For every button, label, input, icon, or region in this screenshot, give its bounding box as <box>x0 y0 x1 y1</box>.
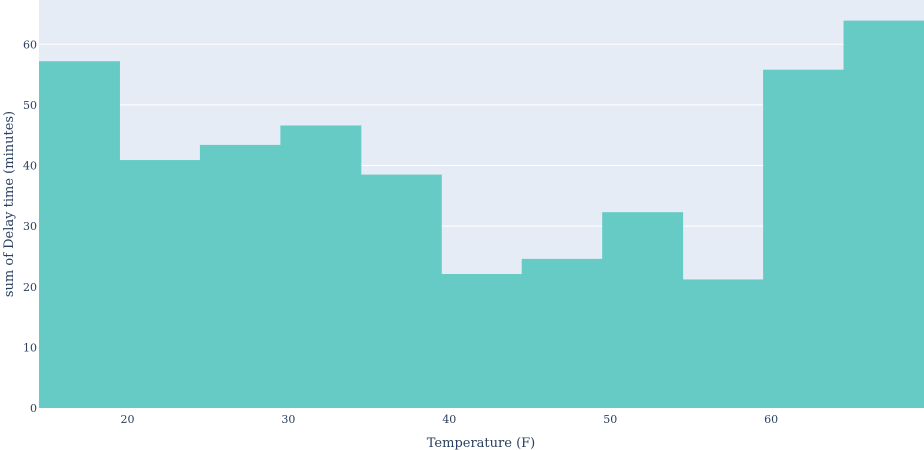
y-axis-title: sum of Delay time (minutes) <box>2 111 17 297</box>
y-tick-label: 30 <box>23 220 37 233</box>
y-tick-label: 40 <box>23 160 37 173</box>
y-tick-label: 20 <box>23 281 37 294</box>
histogram-bar[interactable] <box>441 274 523 408</box>
y-tick-label: 10 <box>23 341 37 354</box>
histogram-bar[interactable] <box>360 174 442 408</box>
y-tick-label: 0 <box>30 402 37 415</box>
histogram-bar[interactable] <box>280 125 362 409</box>
y-tick-label: 50 <box>23 99 37 112</box>
x-tick-label: 40 <box>442 413 456 426</box>
histogram-bar[interactable] <box>682 279 764 408</box>
bars <box>39 20 924 409</box>
x-axis-title: Temperature (F) <box>427 436 535 450</box>
histogram-bar[interactable] <box>843 20 924 409</box>
y-tick-label: 60 <box>23 38 37 51</box>
x-tick-label: 50 <box>603 413 617 426</box>
x-tick-labels: 20 30 40 50 60 <box>121 413 779 426</box>
histogram-bar[interactable] <box>119 160 201 408</box>
histogram-bar[interactable] <box>521 258 603 408</box>
histogram-bar[interactable] <box>199 144 281 408</box>
y-tick-labels: 0 10 20 30 40 50 60 <box>23 38 37 415</box>
histogram-bar[interactable] <box>763 69 845 408</box>
x-tick-label: 60 <box>764 413 778 426</box>
x-tick-label: 20 <box>121 413 135 426</box>
x-tick-label: 30 <box>281 413 295 426</box>
histogram-bar[interactable] <box>602 212 684 408</box>
histogram-bar[interactable] <box>39 61 120 408</box>
